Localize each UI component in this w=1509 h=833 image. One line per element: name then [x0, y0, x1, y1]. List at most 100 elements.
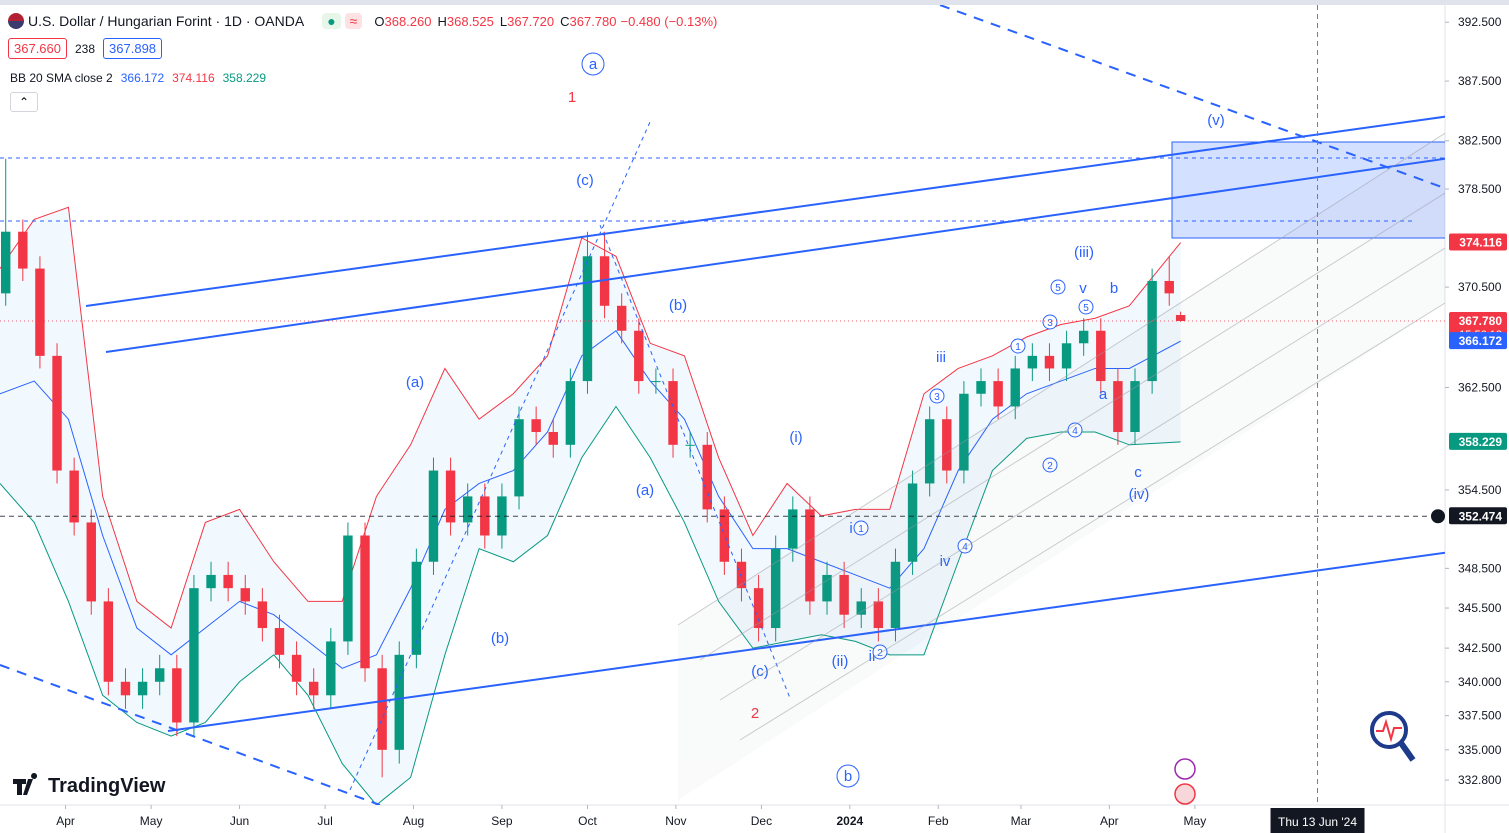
- wave-label: (c): [751, 663, 769, 680]
- ohlc-item: C367.780: [560, 14, 616, 29]
- crosshair-time: Thu 13 Jun '24: [1278, 815, 1357, 829]
- candle-body: [497, 496, 507, 536]
- wave-circle: [581, 52, 605, 76]
- trade-row: 367.660 238 367.898: [8, 38, 163, 59]
- y-tick-label: 392.500: [1458, 15, 1502, 29]
- candle-body: [1175, 315, 1186, 321]
- x-tick-label: Nov: [665, 814, 686, 828]
- wave-label: (iv): [1129, 486, 1150, 503]
- trendline: [0, 664, 381, 805]
- y-tick-label: 378.500: [1458, 182, 1502, 196]
- wave-label: (a): [406, 374, 424, 391]
- wave-circle: [1067, 422, 1083, 438]
- wave-label: 1: [858, 524, 864, 535]
- watermark: TradingView: [48, 775, 166, 797]
- wave-label: b: [1110, 280, 1118, 297]
- event-icon[interactable]: [1174, 758, 1196, 780]
- candle-body: [839, 574, 849, 615]
- ohlc-value: 368.260: [384, 13, 432, 29]
- candle-body: [924, 419, 935, 484]
- candle-body: [18, 231, 28, 269]
- y-tick-label: 345.500: [1458, 601, 1502, 615]
- wave-circle: [1010, 338, 1026, 354]
- symbol[interactable]: U.S. Dollar / Hungarian Forint · 1D · OA…: [28, 13, 305, 29]
- status-icon[interactable]: ●: [322, 13, 341, 29]
- candle-body: [753, 588, 764, 629]
- logo: TradingView: [13, 773, 166, 797]
- candle-body: [959, 393, 969, 471]
- trendline: [167, 551, 1445, 732]
- flag-icon: [8, 13, 24, 29]
- wave-label: 4: [1072, 426, 1078, 437]
- x-tick-label: Apr: [1100, 814, 1119, 828]
- magnifier-pulse: [1376, 718, 1402, 743]
- candle-body: [411, 561, 422, 655]
- candle-body: [69, 470, 79, 523]
- wave-label: ii: [869, 648, 876, 665]
- wave-label: a: [1099, 386, 1108, 403]
- x-tick-label: Jun: [230, 814, 249, 828]
- candle-body: [1061, 343, 1072, 369]
- candle-body: [514, 419, 524, 497]
- candle-body: [582, 256, 593, 382]
- candle-body: [770, 548, 781, 629]
- candle-body: [1164, 280, 1174, 294]
- trendline: [939, 5, 1445, 190]
- wave-label: v: [1079, 280, 1087, 297]
- candle-body: [805, 509, 815, 602]
- candle-body: [702, 444, 712, 510]
- candle-body: [1130, 381, 1140, 432]
- wave-label: (b): [669, 297, 687, 314]
- x-tick-label: Aug: [403, 814, 424, 828]
- y-tick-label: 348.500: [1458, 561, 1502, 575]
- wave-circle: [929, 388, 945, 404]
- indicator-name[interactable]: BB 20 SMA close 2: [10, 71, 113, 85]
- candle-body: [103, 601, 114, 682]
- wave-label: 2: [1047, 461, 1053, 472]
- ohlc-label: H: [437, 13, 447, 29]
- y-tick-label: 332.800: [1458, 773, 1502, 787]
- candle-body: [86, 522, 96, 602]
- buy-button[interactable]: 367.898: [103, 38, 163, 59]
- wave-label: (i): [789, 429, 802, 446]
- y-tick-label: 387.500: [1458, 74, 1502, 88]
- status-icon[interactable]: ≈: [344, 13, 363, 29]
- price-marker: [1449, 233, 1507, 251]
- x-tick-label: 2024: [836, 814, 863, 828]
- collapse-button[interactable]: ⌃: [10, 92, 38, 112]
- ohlc-item: H368.525: [437, 14, 493, 29]
- wave-circle: [1050, 279, 1066, 295]
- candle-body: [291, 654, 302, 682]
- x-tick-label: Oct: [578, 814, 597, 828]
- y-tick-label: 362.500: [1458, 380, 1502, 394]
- candle-body: [976, 381, 986, 394]
- sell-button[interactable]: 367.660: [8, 38, 67, 59]
- wave-label: i: [849, 520, 852, 537]
- logo-mark: [13, 773, 38, 795]
- candle-body: [788, 509, 798, 549]
- wave-label: 5: [1055, 283, 1061, 294]
- y-tick-label: 335.000: [1458, 743, 1502, 757]
- candle-body: [993, 381, 1003, 407]
- flag-icon[interactable]: [1174, 783, 1196, 805]
- candle-body: [223, 574, 233, 589]
- candle-body: [308, 681, 319, 696]
- candle-body: [360, 535, 370, 669]
- candle-body: [565, 381, 576, 445]
- price-marker-label: 358.229: [1459, 435, 1503, 449]
- candle-body: [1027, 355, 1038, 369]
- wave-label: (a): [636, 482, 654, 499]
- candle-body: [274, 628, 285, 655]
- trendline: [599, 224, 791, 699]
- candle-body: [240, 588, 250, 602]
- crosshair-plus[interactable]: [1431, 509, 1445, 524]
- drawings: [0, 5, 1445, 805]
- candle-body: [445, 470, 456, 523]
- channel-line: [739, 302, 1445, 741]
- trendline: [349, 121, 651, 791]
- candle-body: [668, 381, 678, 445]
- channel-line: [699, 192, 1445, 661]
- candle-body: [719, 509, 730, 562]
- crosshair-time-box: [1270, 808, 1365, 833]
